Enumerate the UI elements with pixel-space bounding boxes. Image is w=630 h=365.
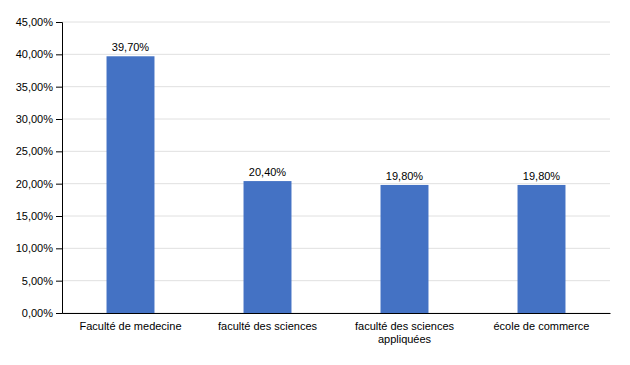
plot: 0,00% 5,00% 10,00% 15,00% 20,00% 25,00% 30,00%… [16, 16, 611, 345]
tick: 25,00% [16, 145, 62, 157]
tick-mark [56, 54, 62, 55]
axis-line [56, 23, 63, 314]
tick-label: 30,00% [16, 113, 54, 125]
tick: 35,00% [16, 81, 62, 93]
tick: 0,00% [22, 307, 62, 319]
tick-label: 25,00% [16, 145, 54, 157]
data-label: 20,40% [249, 166, 287, 178]
tick-mark [56, 216, 62, 217]
tick-label: Faculté de medecine [79, 320, 181, 332]
tick: 30,00% [16, 113, 62, 125]
bar [107, 56, 155, 313]
tick-label: 15,00% [16, 210, 54, 222]
tick: 15,00% [16, 210, 62, 222]
grid-line [62, 54, 610, 55]
bar [381, 185, 429, 313]
chart-container: 0,00% 5,00% 10,00% 15,00% 20,00% 25,00% 30,00%… [0, 0, 630, 365]
tick-mark [56, 151, 62, 152]
tick-mark [56, 248, 62, 249]
data-label: 19,80% [523, 170, 561, 182]
tick-label: 45,00% [16, 16, 54, 28]
axis-line [63, 313, 611, 314]
tick-label-line: appliquées [378, 333, 432, 345]
tick-mark [56, 313, 62, 314]
tick-label: faculté des sciencesappliquées [355, 320, 455, 345]
tick-label: 5,00% [22, 275, 53, 287]
tick: faculté des sciences [218, 320, 318, 332]
tick: faculté des sciencesappliquées [355, 320, 455, 345]
tick: 40,00% [16, 48, 62, 60]
tick: Faculté de medecine [79, 320, 181, 332]
tick-label-line: école de commerce [494, 320, 590, 332]
tick-label: 0,00% [22, 307, 53, 319]
tick-mark [56, 87, 62, 88]
tick-mark [56, 184, 62, 185]
tick-mark [56, 119, 62, 120]
grid [62, 22, 610, 313]
tick-label: 35,00% [16, 81, 54, 93]
tick: 45,00% [16, 16, 62, 28]
data-labels: 39,70% 20,40% 19,80% 19,80% [112, 41, 561, 182]
tick: 20,00% [16, 178, 62, 190]
x-axis: Faculté de medecinefaculté des sciencesf… [63, 314, 611, 346]
tick-label: faculté des sciences [218, 320, 318, 332]
bar [518, 185, 566, 313]
tick-label-line: Faculté de medecine [79, 320, 181, 332]
bar [244, 181, 292, 313]
bars [107, 56, 566, 313]
data-label: 39,70% [112, 41, 150, 53]
tick-label-line: faculté des sciences [218, 320, 318, 332]
grid-line [62, 22, 610, 23]
tick-label: 10,00% [16, 242, 54, 254]
tick-label: école de commerce [494, 320, 590, 332]
tick: 10,00% [16, 242, 62, 254]
chart: 0,00% 5,00% 10,00% 15,00% 20,00% 25,00% 30,00%… [0, 0, 630, 365]
tick-mark [56, 22, 62, 23]
tick-label: 40,00% [16, 48, 54, 60]
tick: école de commerce [494, 320, 590, 332]
tick-label-line: faculté des sciences [355, 320, 455, 332]
tick: 5,00% [22, 275, 62, 287]
data-label: 19,80% [386, 170, 424, 182]
tick-label: 20,00% [16, 178, 54, 190]
tick-mark [56, 281, 62, 282]
y-axis: 0,00% 5,00% 10,00% 15,00% 20,00% 25,00% 30,00%… [16, 16, 63, 319]
